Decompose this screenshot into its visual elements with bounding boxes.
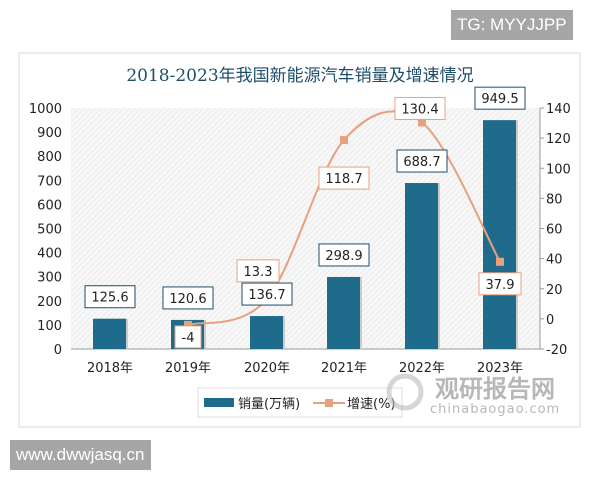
bar-data-label-box <box>396 149 448 173</box>
y-left-tick-label: 300 <box>37 271 62 286</box>
growth-marker <box>496 257 504 266</box>
bar-data-label: 120.6 <box>169 292 206 307</box>
y-left-tick-label: 400 <box>37 247 62 262</box>
y-left-tick-label: 700 <box>37 174 62 189</box>
bar <box>327 276 360 349</box>
growth-data-label-box <box>394 96 446 120</box>
bar-data-label-box <box>162 286 214 310</box>
watermark: 观研报告网 chinabaogao.com <box>386 373 560 417</box>
legend-line-marker <box>325 399 333 407</box>
y-right-tick-label: 40 <box>546 253 563 268</box>
y-right-tick-label: 60 <box>546 223 563 238</box>
y-left-tick-label: 0 <box>54 343 62 358</box>
bar-data-label: 125.6 <box>91 291 128 306</box>
growth-data-label: 118.7 <box>325 172 362 187</box>
y-right-tick-label: 0 <box>546 313 554 328</box>
growth-data-label: 130.4 <box>401 102 438 117</box>
bar <box>483 120 516 349</box>
growth-data-label-box <box>318 166 370 190</box>
y-left-tick-label: 200 <box>37 295 62 310</box>
legend-line-label: 增速(%) <box>347 397 396 412</box>
legend-bar-swatch <box>204 398 234 407</box>
bar <box>250 316 283 349</box>
y-right-tick-label: 140 <box>546 102 571 117</box>
x-tick-label: 2023年 <box>477 361 523 376</box>
growth-data-label-box <box>174 325 202 349</box>
x-tick-label: 2020年 <box>244 361 290 376</box>
bar <box>93 318 126 349</box>
bar-data-label-box <box>241 282 293 306</box>
growth-data-label: 13.3 <box>244 265 273 280</box>
growth-data-label: 37.9 <box>486 278 515 293</box>
x-tick-label: 2021年 <box>321 361 367 376</box>
growth-data-label-box <box>236 259 280 283</box>
plot-area <box>71 108 540 349</box>
y-left-tick-label: 900 <box>37 126 62 141</box>
bar-data-label-box <box>84 285 136 309</box>
y-left-tick-label: 600 <box>37 198 62 213</box>
y-left-tick-label: 500 <box>37 223 62 238</box>
x-tick-label: 2019年 <box>165 361 211 376</box>
y-left-tick-label: 100 <box>37 319 62 334</box>
growth-marker <box>340 136 348 145</box>
growth-data-label-box <box>478 272 522 296</box>
watermark-logo-icon <box>386 373 424 411</box>
y-left-tick-label: 1000 <box>29 102 62 117</box>
y-right-tick-label: 80 <box>546 192 563 207</box>
y-right-tick-label: 100 <box>546 162 571 177</box>
y-right-tick-label: 120 <box>546 132 571 147</box>
bar-data-label: 136.7 <box>248 288 285 303</box>
bar-data-label-box <box>318 243 370 267</box>
y-left-tick-label: 800 <box>37 150 62 165</box>
bar-data-label: 949.5 <box>481 92 518 107</box>
x-tick-label: 2018年 <box>87 361 133 376</box>
x-tick-label: 2022年 <box>399 361 445 376</box>
watermark-url: chinabaogao.com <box>430 402 560 417</box>
y-right-tick-label: 20 <box>546 283 563 298</box>
legend-bar-label: 销量(万辆) <box>238 397 300 412</box>
legend: 销量(万辆) 增速(%) <box>197 387 403 418</box>
growth-marker <box>418 118 426 127</box>
bar <box>405 183 438 349</box>
bar-data-label: 688.7 <box>403 155 440 170</box>
growth-data-label: -4 <box>182 331 195 346</box>
top-tag: TG: MYYJJPP <box>451 10 573 40</box>
watermark-name: 观研报告网 <box>435 375 555 403</box>
bar-data-label-box <box>474 86 526 110</box>
growth-marker <box>184 320 192 329</box>
bar-data-label: 298.9 <box>325 249 362 264</box>
chart-title: 2018-2023年我国新能源汽车销量及增速情况 <box>126 66 473 86</box>
y-right-tick-label: -20 <box>546 343 567 358</box>
bottom-tag: www.dwwjasq.cn <box>10 440 151 470</box>
